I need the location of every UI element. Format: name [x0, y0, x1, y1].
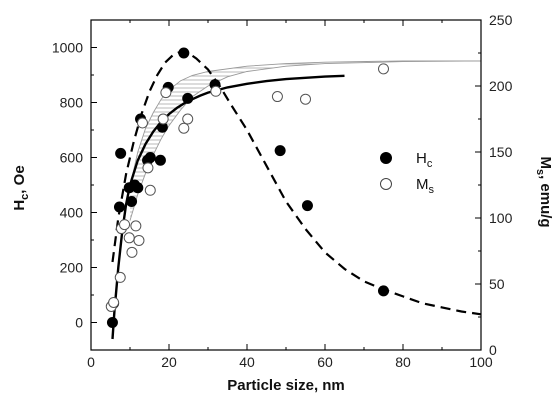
hc-point — [378, 285, 389, 297]
y-right-tick-label: 250 — [489, 12, 513, 28]
ms-point — [178, 122, 190, 134]
y-left-tick-label: 0 — [75, 315, 83, 331]
legend-marker-hc — [380, 152, 392, 164]
ms-point — [133, 234, 145, 246]
ms-point — [144, 184, 156, 196]
y-left-tick-label: 800 — [60, 95, 84, 111]
legend-label-hc: Hc — [416, 150, 433, 170]
ms-point — [142, 162, 154, 174]
y-left-title-main: H — [11, 200, 28, 211]
x-tick-label: 80 — [395, 354, 411, 370]
x-tick-label: 0 — [87, 354, 95, 370]
fit-curves — [111, 50, 482, 340]
legend-marker-ms — [380, 178, 392, 190]
tick-labels: 0 20 40 60 80 1000200400600800100005010015020… — [52, 12, 513, 370]
hc-point — [126, 196, 138, 207]
ms-point — [114, 271, 126, 283]
x-tick-label: 100 — [469, 354, 493, 370]
legend-hc-main: H — [416, 150, 427, 167]
y-left-title-tail: , Oe — [11, 165, 28, 193]
hc-point — [301, 200, 313, 212]
y-right-title-tail: , emu/g — [537, 175, 553, 228]
x-axis-title: Particle size, nm — [227, 377, 345, 394]
y-left-tick-label: 600 — [60, 150, 84, 166]
x-tick-label: 40 — [239, 354, 255, 370]
y-left-title-sub: c — [19, 194, 31, 200]
plot-axes — [90, 19, 482, 351]
legend-ms-sub: s — [429, 184, 435, 196]
ms-point — [210, 85, 222, 97]
y-right-axis-title: Ms, emu/g — [534, 156, 553, 227]
hc-point — [113, 201, 125, 213]
legend: Hc Ms — [380, 150, 435, 196]
hc-point — [132, 182, 144, 194]
legend-label-ms: Ms — [416, 176, 435, 196]
data-markers — [105, 47, 389, 328]
y-left-axis-title: Hc, Oe — [11, 165, 31, 210]
hc-point — [178, 47, 190, 59]
ms-point — [108, 296, 120, 308]
y-left-tick-label: 1000 — [52, 40, 83, 56]
y-left-tick-label: 400 — [60, 205, 84, 221]
hc-point — [274, 145, 286, 157]
x-tick-label: 60 — [317, 354, 333, 370]
hc-point — [106, 317, 118, 328]
legend-ms-main: M — [416, 176, 429, 193]
y-right-tick-label: 150 — [489, 144, 513, 160]
ms-point — [182, 113, 194, 125]
y-left-tick-label: 200 — [60, 260, 84, 276]
fit-curve-dashed — [111, 50, 482, 316]
ms-point — [136, 117, 148, 129]
ms-point — [157, 113, 169, 125]
hc-point — [182, 92, 194, 104]
ms-point — [119, 219, 131, 231]
ms-point — [271, 91, 283, 103]
ms-point — [123, 232, 135, 244]
hc-point — [144, 152, 156, 163]
band-lower-edge — [129, 60, 482, 221]
ms-point — [300, 93, 311, 105]
ms-point — [130, 220, 142, 232]
ms-point — [126, 246, 138, 258]
fit-curve-solid — [111, 74, 345, 340]
x-tick-label: 20 — [161, 354, 177, 370]
ms-point — [160, 87, 172, 99]
legend-hc-sub: c — [427, 158, 433, 170]
hc-point — [154, 154, 166, 166]
hc-point — [156, 121, 168, 133]
hc-point — [115, 147, 127, 159]
y-right-tick-label: 200 — [489, 78, 513, 94]
y-right-tick-label: 100 — [489, 210, 513, 226]
y-right-title-main: M — [537, 156, 553, 169]
y-right-tick-label: 0 — [489, 342, 497, 358]
y-right-tick-label: 50 — [489, 276, 505, 292]
y-right-title-sub: s — [534, 169, 546, 175]
ms-point — [378, 63, 389, 75]
